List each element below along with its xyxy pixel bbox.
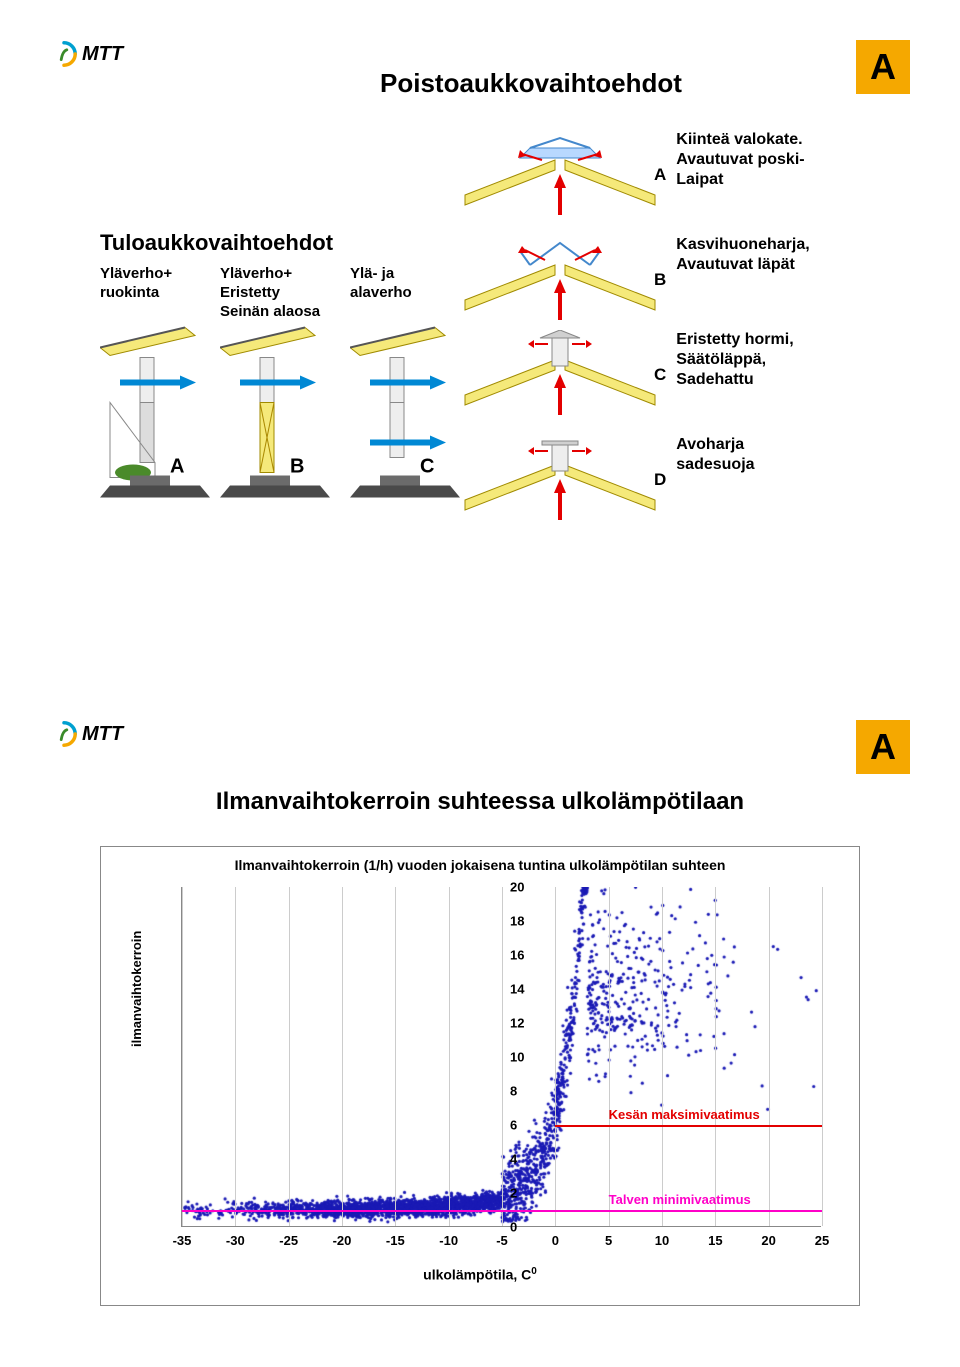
- y-tick: 12: [510, 1016, 524, 1031]
- x-tick: 0: [552, 1233, 559, 1248]
- outlet-diagram-a: [460, 130, 660, 220]
- mtt-logo: MTT: [50, 720, 910, 748]
- y-tick: 8: [510, 1084, 517, 1099]
- inlet-label: Ylä- jaalaverho: [350, 265, 412, 303]
- requirement-line: [182, 1210, 822, 1212]
- requirement-label: Talven minimivaatimus: [609, 1192, 751, 1207]
- x-tick: -35: [173, 1233, 192, 1248]
- y-tick: 4: [510, 1152, 517, 1167]
- y-tick: 0: [510, 1220, 517, 1235]
- svg-text:C: C: [420, 456, 434, 478]
- outlets-title: Poistoaukkovaihtoehdot: [380, 68, 682, 99]
- logo-swirl-icon: [50, 720, 78, 748]
- svg-text:A: A: [170, 456, 184, 478]
- x-tick: -10: [439, 1233, 458, 1248]
- outlet-diagram-c: [460, 330, 660, 420]
- x-tick: 25: [815, 1233, 829, 1248]
- logo-text: MTT: [82, 43, 123, 66]
- outlet-row: B Kasvihuoneharja,Avautuvat läpät: [460, 235, 880, 325]
- slide-1: MTT A Poistoaukkovaihtoehdot Tuloaukkova…: [0, 0, 960, 680]
- y-tick: 6: [510, 1118, 517, 1133]
- x-tick: -5: [496, 1233, 508, 1248]
- plot-area: -35-30-25-20-15-10-505101520250246810121…: [181, 887, 821, 1227]
- mtt-logo: MTT: [50, 40, 910, 68]
- gridline: [822, 887, 823, 1226]
- gridline: [449, 887, 450, 1226]
- inlet-diagram-c: C: [350, 320, 460, 510]
- x-tick: 5: [605, 1233, 612, 1248]
- gridline: [289, 887, 290, 1226]
- x-tick: 10: [655, 1233, 669, 1248]
- x-tick: -20: [333, 1233, 352, 1248]
- chart-inner-title: Ilmanvaihtokerroin (1/h) vuoden jokaisen…: [101, 847, 859, 873]
- inlets-title: Tuloaukkovaihtoehdot: [100, 230, 333, 256]
- logo-swirl-icon: [50, 40, 78, 68]
- outlet-desc: Avoharjasadesuoja: [676, 435, 880, 475]
- outlet-row: C Eristetty hormi,Säätöläppä,Sadehattu: [460, 330, 880, 420]
- outlet-letter: D: [654, 470, 666, 490]
- x-tick: 15: [708, 1233, 722, 1248]
- y-tick: 10: [510, 1050, 524, 1065]
- scatter-chart: Ilmanvaihtokerroin (1/h) vuoden jokaisen…: [100, 846, 860, 1306]
- outlet-letter: B: [654, 270, 666, 290]
- gridline: [235, 887, 236, 1226]
- outlet-diagram-d: [460, 435, 660, 525]
- y-axis-label: ilmanvaihtokerroin: [129, 931, 144, 1047]
- gridline: [555, 887, 556, 1226]
- gridline: [182, 887, 183, 1226]
- outlet-row: A Kiinteä valokate.Avautuvat poski-Laipat: [460, 130, 880, 220]
- x-tick: 20: [761, 1233, 775, 1248]
- x-tick: -15: [386, 1233, 405, 1248]
- inlet-label: Yläverho+EristettySeinän alaosa: [220, 265, 320, 321]
- outlet-diagram-b: [460, 235, 660, 325]
- y-tick: 2: [510, 1186, 517, 1201]
- outlet-row: D Avoharjasadesuoja: [460, 435, 880, 525]
- requirement-line: [555, 1125, 822, 1127]
- y-tick: 18: [510, 914, 524, 929]
- requirement-label: Kesän maksimivaatimus: [609, 1107, 760, 1122]
- outlet-letter: C: [654, 365, 666, 385]
- gridline: [769, 887, 770, 1226]
- outlet-desc: Kiinteä valokate.Avautuvat poski-Laipat: [676, 130, 880, 190]
- gridline: [502, 887, 503, 1226]
- inlet-diagram-a: A: [100, 320, 210, 510]
- gridline: [395, 887, 396, 1226]
- svg-text:B: B: [290, 456, 304, 478]
- y-tick: 20: [510, 880, 524, 895]
- outlet-letter: A: [654, 165, 666, 185]
- outlet-desc: Eristetty hormi,Säätöläppä,Sadehattu: [676, 330, 880, 390]
- x-tick: -30: [226, 1233, 245, 1248]
- inlet-label: Yläverho+ruokinta: [100, 265, 172, 303]
- slide-2: MTT A Ilmanvaihtokerroin suhteessa ulkol…: [0, 680, 960, 1367]
- gridline: [342, 887, 343, 1226]
- y-tick: 14: [510, 982, 524, 997]
- logo-text: MTT: [82, 723, 123, 746]
- y-tick: 16: [510, 948, 524, 963]
- x-tick: -25: [279, 1233, 298, 1248]
- x-axis-label: ulkolämpötila, C0: [101, 1266, 859, 1283]
- gridline: [715, 887, 716, 1226]
- chart-section-title: Ilmanvaihtokerroin suhteessa ulkolämpöti…: [50, 788, 910, 816]
- outlet-desc: Kasvihuoneharja,Avautuvat läpät: [676, 235, 880, 275]
- slide-badge: A: [856, 40, 910, 94]
- inlet-diagram-b: B: [220, 320, 330, 510]
- slide-badge: A: [856, 720, 910, 774]
- gridline: [609, 887, 610, 1226]
- gridline: [662, 887, 663, 1226]
